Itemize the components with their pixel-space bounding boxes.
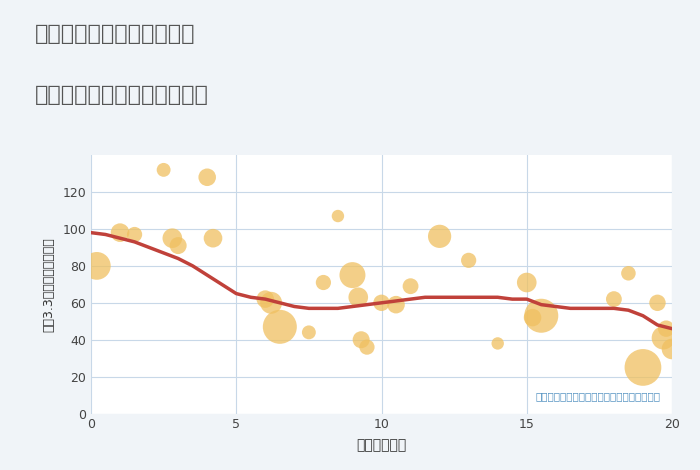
Point — [274, 323, 286, 330]
Point — [172, 242, 183, 249]
Point — [361, 344, 372, 351]
Point — [167, 235, 178, 242]
Point — [260, 295, 271, 303]
Point — [666, 345, 678, 352]
Point — [536, 312, 547, 320]
Point — [202, 173, 213, 181]
Point — [521, 279, 532, 286]
Point — [638, 364, 649, 371]
Text: 駅距離別中古マンション価格: 駅距離別中古マンション価格 — [35, 85, 209, 105]
Y-axis label: 坪（3.3㎡）単価（万円）: 坪（3.3㎡）単価（万円） — [42, 237, 55, 332]
Point — [661, 325, 672, 332]
Text: 岐阜県郡上市八幡町新町の: 岐阜県郡上市八幡町新町の — [35, 24, 195, 44]
Point — [391, 301, 402, 308]
Point — [405, 282, 416, 290]
Point — [434, 233, 445, 240]
Point — [652, 299, 663, 306]
Point — [158, 166, 169, 173]
Point — [608, 295, 620, 303]
Point — [492, 340, 503, 347]
Point — [303, 329, 314, 336]
Point — [332, 212, 344, 220]
Point — [207, 235, 218, 242]
Point — [376, 299, 387, 306]
X-axis label: 駅距離（分）: 駅距離（分） — [356, 439, 407, 453]
Point — [129, 231, 140, 238]
Point — [353, 293, 364, 301]
Point — [346, 271, 358, 279]
Point — [318, 279, 329, 286]
Point — [527, 314, 538, 321]
Point — [623, 269, 634, 277]
Point — [463, 257, 475, 264]
Text: 円の大きさは、取引のあった物件面積を示す: 円の大きさは、取引のあった物件面積を示す — [536, 391, 660, 400]
Point — [658, 334, 669, 342]
Point — [265, 299, 276, 306]
Point — [91, 262, 102, 270]
Point — [114, 229, 126, 236]
Point — [356, 336, 367, 344]
